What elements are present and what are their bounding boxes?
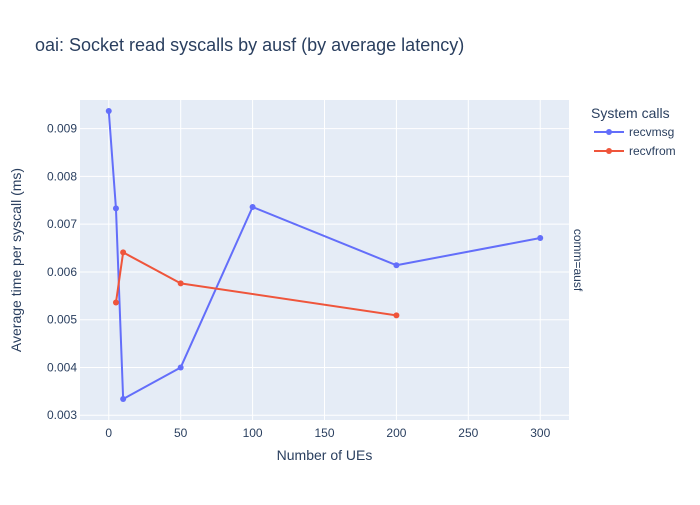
legend-items: recvmsg recvfrom (594, 125, 676, 158)
series-line-recvfrom (114, 251, 397, 317)
x-axis-label: Number of UEs (277, 447, 373, 463)
x-tick-label: 50 (174, 426, 188, 440)
data-point-recvmsg (177, 364, 184, 371)
legend-label-recvfrom: recvfrom (629, 144, 676, 158)
y-tick-label: 0.005 (47, 313, 77, 327)
data-point-recvmsg (537, 235, 544, 242)
x-tick-label: 200 (386, 426, 406, 440)
data-point-recvmsg (120, 395, 127, 402)
x-tick-label: 250 (458, 426, 478, 440)
data-point-recvfrom (112, 299, 119, 306)
y-tick-label: 0.004 (47, 360, 77, 374)
x-tick-label: 300 (530, 426, 550, 440)
legend: System calls recvmsg recvfrom (591, 105, 676, 158)
y-tick-label: 0.003 (47, 408, 77, 422)
y-axis-label: Average time per syscall (ms) (8, 168, 24, 352)
x-tick-labels: 0 50 100 150 200 250 300 (105, 426, 550, 440)
legend-marker-recvfrom (606, 148, 612, 154)
x-tick-label: 150 (314, 426, 334, 440)
y-tick-label: 0.008 (47, 169, 77, 183)
x-tick-label: 100 (243, 426, 263, 440)
facet-label: comm=ausf (571, 229, 585, 292)
legend-marker-recvmsg (606, 129, 612, 135)
data-point-recvmsg (112, 205, 119, 212)
data-point-recvfrom (120, 249, 127, 256)
legend-title: System calls (591, 105, 670, 121)
data-point-recvfrom (393, 312, 400, 319)
y-tick-label: 0.006 (47, 265, 77, 279)
data-point-recvmsg (105, 107, 112, 114)
series-layer (105, 107, 544, 402)
y-tick-label: 0.009 (47, 122, 77, 136)
y-tick-label: 0.007 (47, 217, 77, 231)
legend-label-recvmsg: recvmsg (629, 125, 674, 139)
data-point-recvmsg (249, 203, 256, 210)
data-point-recvmsg (393, 262, 400, 269)
x-tick-label: 0 (105, 426, 112, 440)
y-tick-labels: 0.003 0.004 0.005 0.006 0.007 0.008 0.009 (47, 122, 77, 423)
chart-title: oai: Socket read syscalls by ausf (by av… (35, 35, 464, 55)
gridlines (80, 100, 569, 420)
data-point-recvfrom (177, 280, 184, 287)
